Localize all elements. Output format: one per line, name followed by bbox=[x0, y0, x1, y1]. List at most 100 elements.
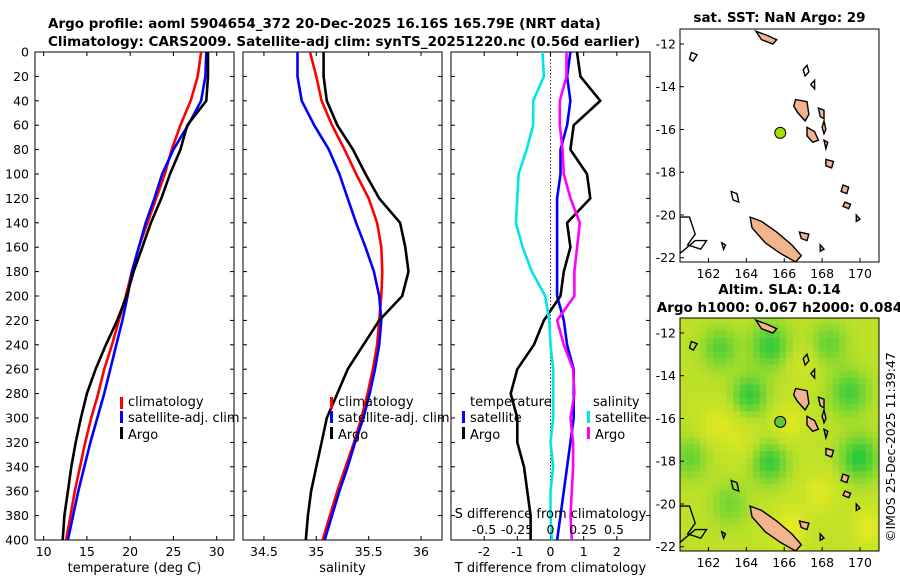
sla-cell bbox=[746, 337, 754, 346]
sla-cell bbox=[746, 324, 754, 332]
sla-cell bbox=[713, 437, 721, 446]
sla-cell bbox=[872, 477, 879, 486]
sla-cell bbox=[832, 431, 840, 439]
sla-cell bbox=[825, 464, 834, 472]
sla-cell bbox=[852, 544, 860, 551]
sla-cell bbox=[726, 384, 734, 392]
sla-cell bbox=[852, 351, 860, 359]
sla-cell bbox=[766, 351, 774, 359]
sla-cell bbox=[706, 377, 714, 386]
sla-cell bbox=[739, 524, 747, 532]
sla-cell bbox=[706, 484, 714, 492]
sla-cell bbox=[872, 484, 879, 492]
sla-cell bbox=[699, 397, 708, 406]
sla-cell bbox=[799, 424, 807, 432]
sla-cell bbox=[786, 504, 794, 512]
sla-cell bbox=[786, 337, 794, 346]
sla-cell bbox=[759, 331, 767, 339]
sla-cell bbox=[686, 451, 694, 459]
sla-cell bbox=[806, 517, 814, 525]
s-difference-ticks: -0.5 -0.25 0 0.25 0.5 bbox=[472, 522, 624, 537]
sla-cell bbox=[706, 397, 714, 406]
sla-cell bbox=[686, 444, 694, 452]
sla-cell bbox=[786, 377, 794, 386]
sla-cell bbox=[699, 524, 708, 532]
sla-cell bbox=[699, 324, 708, 332]
sla-cell bbox=[806, 377, 814, 386]
sla-cell bbox=[713, 524, 721, 532]
sla-cell bbox=[686, 377, 694, 386]
sla-cell bbox=[699, 417, 708, 426]
series-argo bbox=[61, 52, 210, 540]
sla-cell bbox=[845, 451, 854, 459]
sla-cell bbox=[752, 537, 761, 545]
sla-cell bbox=[733, 431, 741, 439]
legend-sal-argo: Argo bbox=[595, 428, 625, 443]
sla-cell bbox=[872, 377, 879, 386]
sla-cell bbox=[772, 431, 781, 439]
sla-cell bbox=[779, 357, 787, 366]
sla-cell bbox=[693, 437, 701, 446]
sla-cell bbox=[726, 364, 734, 372]
sla-cell bbox=[799, 351, 807, 359]
sla-cell bbox=[845, 471, 854, 479]
sla-cell bbox=[746, 331, 754, 339]
sla-cell bbox=[706, 457, 714, 466]
sla-cell bbox=[733, 371, 741, 379]
sla-cell bbox=[865, 337, 873, 346]
sla-cell bbox=[779, 477, 787, 486]
sla-cell bbox=[739, 471, 747, 479]
sla-cell bbox=[799, 477, 807, 486]
sla-cell bbox=[812, 364, 820, 372]
sla-cell bbox=[699, 331, 708, 339]
sla-cell bbox=[752, 331, 761, 339]
sla-cell bbox=[812, 331, 820, 339]
sla-cell bbox=[852, 464, 860, 472]
sla-cell bbox=[865, 517, 873, 525]
sla-cell bbox=[746, 451, 754, 459]
sla-cell bbox=[733, 384, 741, 392]
sla-cell bbox=[699, 477, 708, 486]
sla-cell bbox=[832, 437, 840, 446]
sla-cell bbox=[746, 517, 754, 525]
depth-tick-label: 180 bbox=[5, 264, 29, 279]
sla-cell bbox=[719, 377, 728, 386]
sla-cell bbox=[772, 484, 781, 492]
coastline bbox=[754, 318, 778, 334]
sla-cell bbox=[845, 351, 854, 359]
s-diff-tick-label: -0.5 bbox=[472, 522, 496, 537]
sla-cell bbox=[852, 517, 860, 525]
sla-cell bbox=[832, 511, 840, 519]
sla-cell bbox=[832, 411, 840, 419]
sla-cell bbox=[772, 511, 781, 519]
sla-cell bbox=[739, 331, 747, 339]
sla-cell bbox=[706, 324, 714, 332]
sla-cell bbox=[806, 464, 814, 472]
sla-cell bbox=[680, 464, 688, 472]
sla-cell bbox=[852, 318, 860, 326]
sla-cell bbox=[746, 417, 754, 426]
argo-float-marker bbox=[774, 415, 787, 428]
sla-cell bbox=[865, 371, 873, 379]
sla-cell bbox=[739, 457, 747, 466]
sla-cell bbox=[872, 444, 879, 452]
sla-cell bbox=[766, 444, 774, 452]
sla-cell bbox=[686, 337, 694, 346]
sla-cell bbox=[865, 497, 873, 505]
sla-cell bbox=[699, 444, 708, 452]
sla-cell bbox=[799, 444, 807, 452]
sla-cell bbox=[845, 497, 854, 505]
sla-cell bbox=[839, 344, 847, 352]
sla-cell bbox=[726, 318, 734, 326]
sla-cell bbox=[845, 457, 854, 466]
sla-cell bbox=[832, 351, 840, 359]
sla-cell bbox=[759, 544, 767, 551]
sla-cell bbox=[859, 397, 867, 406]
sla-cell bbox=[825, 318, 834, 326]
sla-cell bbox=[686, 464, 694, 472]
sla-cell bbox=[686, 357, 694, 366]
sla-cell bbox=[680, 511, 688, 519]
series-satellite-adj-clim bbox=[296, 52, 383, 540]
sla-cell bbox=[832, 464, 840, 472]
lon-tick-label: 168 bbox=[810, 266, 834, 281]
